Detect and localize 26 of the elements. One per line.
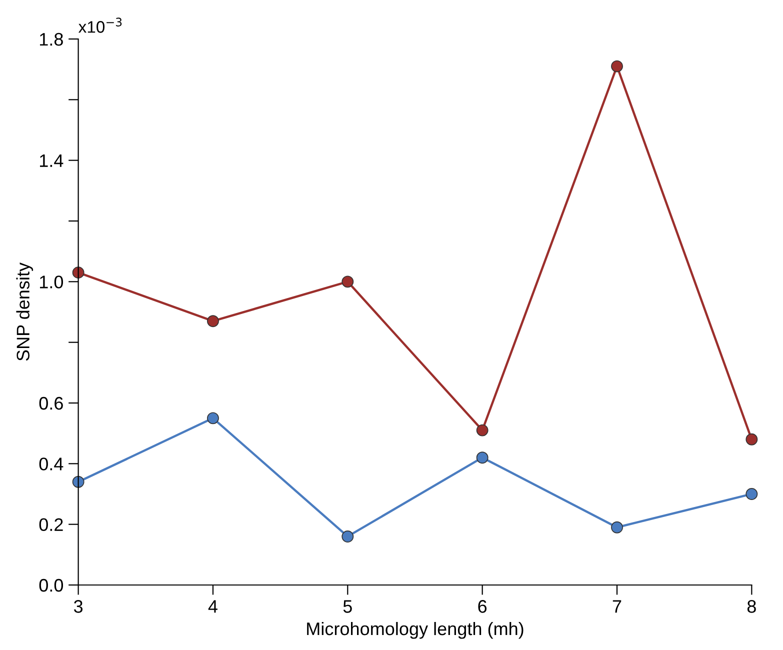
x-tick-label: 4 (208, 600, 218, 613)
point (611, 60, 623, 72)
text: x10$^{−3}$ (78, 18, 122, 33)
y-tick-label: 1.8 (40, 32, 63, 46)
y-tick-label: 0.6 (39, 396, 63, 410)
y-tick-label: 1.0 (40, 276, 64, 288)
y-tick-label: 0.0 (39, 578, 64, 592)
x-tick-label: 3 (74, 600, 83, 613)
point (746, 488, 758, 500)
y-tick-label: 0.2 (39, 518, 63, 532)
x-tick-label: 7 (612, 600, 622, 613)
point (207, 412, 219, 424)
x-tick-label: 8 (747, 600, 756, 613)
point (207, 315, 219, 328)
x-axis-title: Microhomology length (mh) (307, 622, 524, 639)
point (476, 424, 488, 436)
x-tick-label: 5 (343, 600, 352, 613)
point (342, 530, 354, 542)
point (476, 452, 488, 464)
y-tick-label: 1.4 (40, 154, 64, 167)
point (611, 521, 623, 534)
point (746, 433, 758, 446)
point (342, 276, 354, 288)
x-tick-label: 6 (478, 600, 487, 613)
y-tick-label: 0.4 (39, 458, 64, 470)
y-axis-title: SNP density (16, 262, 34, 361)
